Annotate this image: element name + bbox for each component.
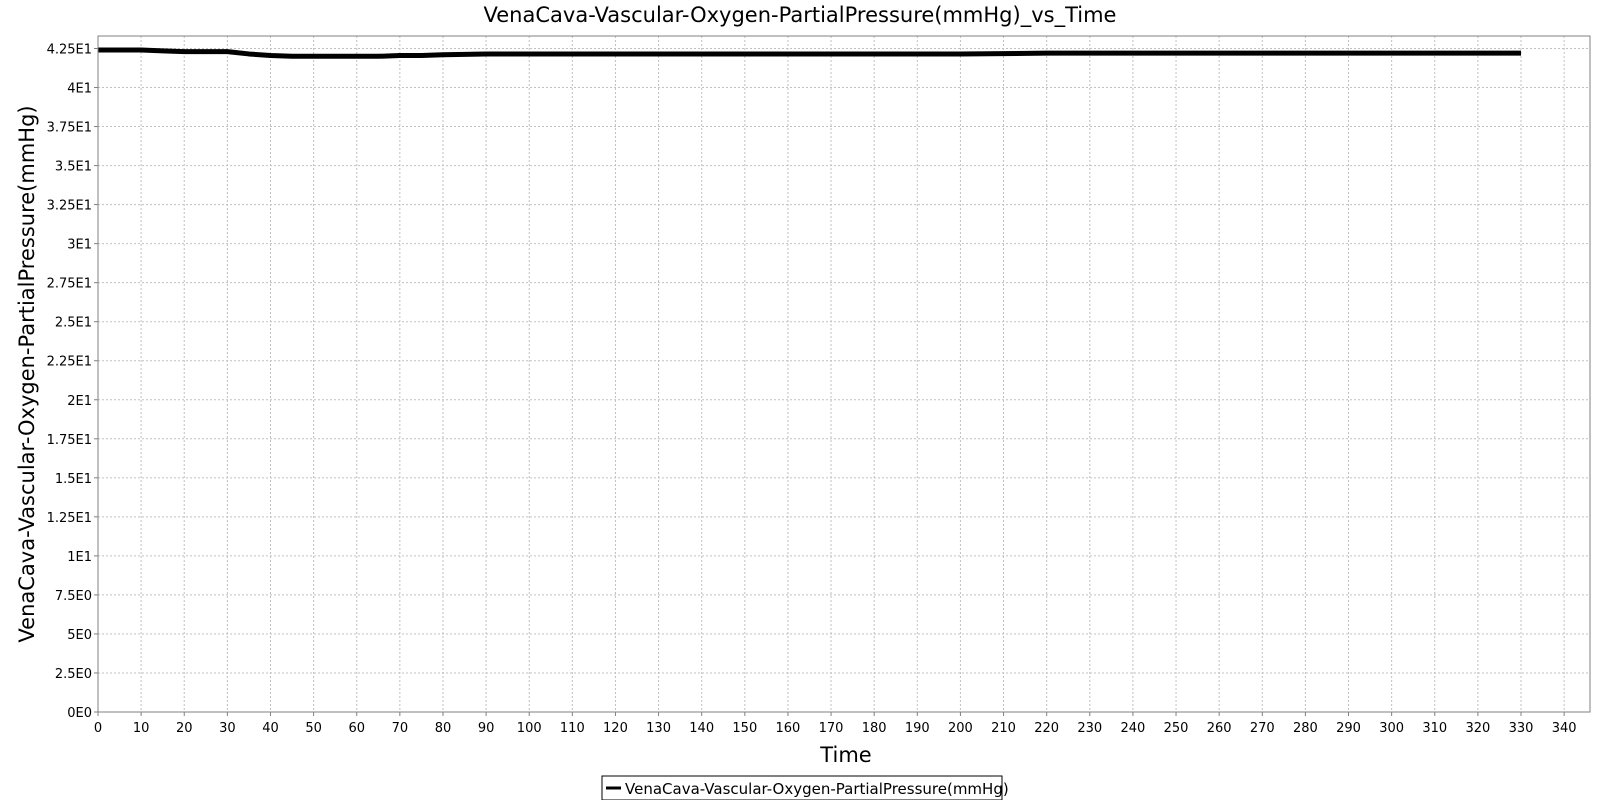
x-tick-label: 290 [1336, 721, 1361, 736]
x-tick-label: 190 [905, 721, 930, 736]
x-tick-label: 100 [517, 721, 542, 736]
grid-lines [97, 36, 1590, 713]
y-tick-label: 7.5E0 [55, 589, 92, 604]
y-tick-label: 2.5E1 [55, 316, 92, 331]
x-tick-label: 0 [94, 721, 102, 736]
y-tick-label: 4.25E1 [47, 42, 92, 57]
x-tick-label: 60 [348, 721, 365, 736]
y-tick-label: 1.25E1 [47, 511, 92, 526]
x-tick-label: 230 [1077, 721, 1102, 736]
x-tick-label: 120 [603, 721, 628, 736]
y-tick-label: 2.75E1 [47, 277, 92, 292]
y-tick-label: 1.5E1 [55, 472, 92, 487]
series-lines [98, 47, 1522, 59]
y-tick-label: 1E1 [67, 550, 92, 565]
y-tick-label: 2.25E1 [47, 355, 92, 370]
legend-entry: VenaCava-Vascular-Oxygen-PartialPressure… [625, 780, 1009, 798]
x-tick-label: 80 [435, 721, 452, 736]
x-tick-label: 160 [776, 721, 801, 736]
y-tick-label: 3.5E1 [55, 160, 92, 175]
series-line [98, 47, 1522, 59]
x-tick-label: 130 [646, 721, 671, 736]
chart-title: VenaCava-Vascular-Oxygen-PartialPressure… [484, 3, 1117, 28]
y-tick-label: 5E0 [67, 628, 92, 643]
y-tick-label: 3.75E1 [47, 121, 92, 136]
x-tick-label: 90 [478, 721, 495, 736]
y-axis-tick-labels: 0E0 2.5E0 5E0 7.5E0 1E1 1.25E1 1.5E1 1.75E1 2E1 2… [47, 42, 92, 721]
x-tick-label: 320 [1465, 721, 1490, 736]
x-tick-label: 280 [1293, 721, 1318, 736]
y-tick-label: 4E1 [67, 82, 92, 97]
x-tick-label: 10 [133, 721, 150, 736]
x-tick-label: 210 [991, 721, 1016, 736]
y-tick-label: 3E1 [67, 238, 92, 253]
x-tick-label: 180 [862, 721, 887, 736]
x-tick-label: 170 [819, 721, 844, 736]
x-tick-label: 260 [1207, 721, 1232, 736]
x-tick-label: 240 [1120, 721, 1145, 736]
axes [94, 47, 1565, 716]
y-axis-label: VenaCava-Vascular-Oxygen-PartialPressure… [15, 105, 39, 642]
y-tick-label: 0E0 [67, 706, 92, 721]
y-tick-label: 2.5E0 [55, 667, 92, 682]
x-tick-label: 250 [1164, 721, 1189, 736]
x-tick-label: 330 [1509, 721, 1534, 736]
plot-frame [97, 35, 1591, 713]
x-tick-label: 30 [219, 721, 236, 736]
x-tick-label: 40 [262, 721, 279, 736]
legend: VenaCava-Vascular-Oxygen-PartialPressure… [601, 775, 1009, 800]
y-tick-label: 1.75E1 [47, 433, 92, 448]
x-tick-label: 150 [732, 721, 757, 736]
x-tick-label: 310 [1422, 721, 1447, 736]
x-tick-label: 110 [560, 721, 585, 736]
x-tick-label: 300 [1379, 721, 1404, 736]
plot-background [98, 36, 1590, 712]
y-tick-label: 2E1 [67, 394, 92, 409]
x-tick-label: 340 [1552, 721, 1577, 736]
x-tick-label: 270 [1250, 721, 1275, 736]
x-axis-tick-labels: 0 10 20 30 40 50 60 70 80 90 100 110 120 130 140 150 160… [94, 721, 1577, 736]
y-tick-label: 3.25E1 [47, 199, 92, 214]
x-tick-label: 70 [392, 721, 409, 736]
x-axis-label: Time [819, 743, 871, 767]
x-tick-label: 50 [305, 721, 322, 736]
x-tick-label: 220 [1034, 721, 1059, 736]
x-tick-label: 140 [689, 721, 714, 736]
legend-box [601, 775, 1003, 800]
x-tick-label: 200 [948, 721, 973, 736]
x-tick-label: 20 [176, 721, 193, 736]
